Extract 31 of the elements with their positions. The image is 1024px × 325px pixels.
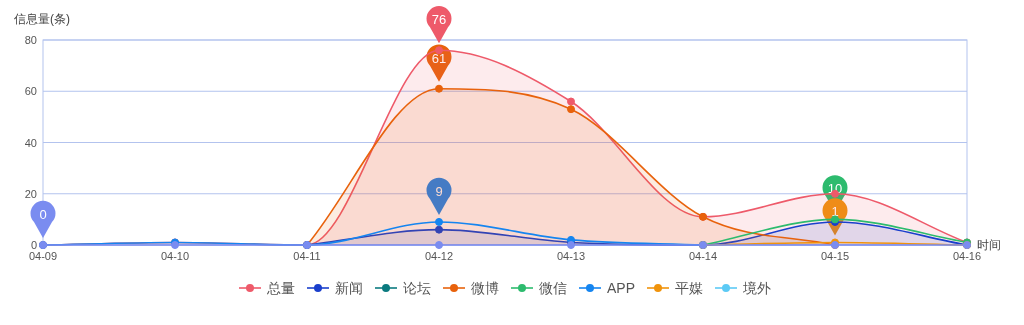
x-tick-label: 04-12	[424, 250, 454, 262]
x-tick-label: 04-14	[688, 250, 718, 262]
annotation: 1	[831, 204, 839, 220]
y-tick-label: 0	[30, 239, 37, 251]
y-axis-title: 信息量(条)	[14, 12, 70, 26]
legend-label: 微信	[538, 280, 567, 296]
annotation: 0	[39, 207, 47, 222]
x-tick-label: 04-16	[952, 250, 982, 262]
x-tick-label: 04-13	[556, 250, 586, 262]
legend-label: 微博	[470, 280, 499, 296]
x-tick-label: 04-11	[293, 250, 321, 262]
y-tick-label: 60	[24, 85, 37, 98]
x-axis-title: 时间	[977, 238, 1001, 252]
y-tick-label: 20	[24, 187, 37, 200]
pin: 0	[30, 200, 56, 238]
x-tick-label: 04-15	[820, 250, 850, 262]
pin: 9	[426, 177, 452, 215]
annotation: 76	[431, 12, 447, 28]
pin: 76	[426, 6, 452, 44]
legend-label: 境外	[742, 280, 772, 296]
legend-label: 新闻	[334, 280, 363, 296]
x-tick-label: 04-10	[160, 250, 190, 262]
legend-label: APP	[606, 280, 636, 296]
y-tick-label: 40	[24, 136, 37, 149]
legend-label: 平媒	[675, 280, 704, 296]
x-tick-label: 04-09	[28, 250, 58, 262]
annotation: 9	[435, 183, 443, 199]
annotation: 61	[431, 50, 447, 66]
legend-label: 论坛	[402, 280, 431, 296]
legend-label: 总量	[265, 280, 295, 296]
y-tick-label: 80	[24, 34, 37, 46]
